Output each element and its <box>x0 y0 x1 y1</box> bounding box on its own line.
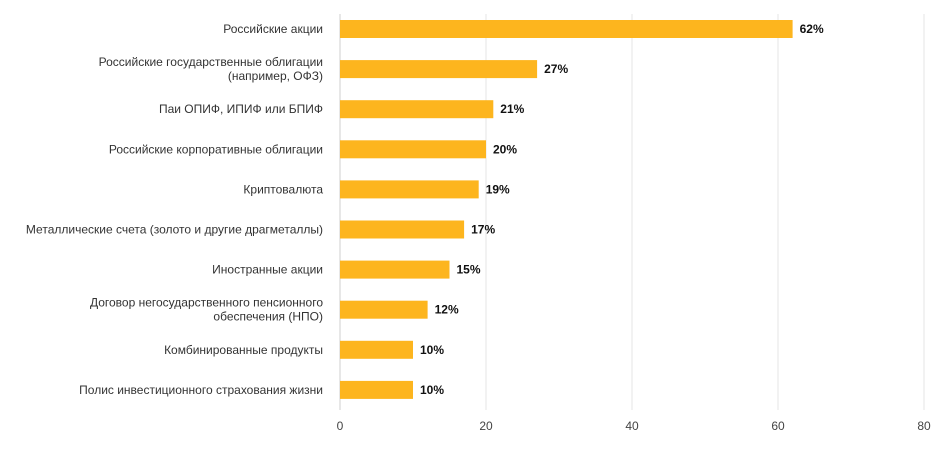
value-label: 15% <box>457 263 481 277</box>
value-label: 20% <box>493 142 517 156</box>
category-label: Российские акции <box>223 22 323 36</box>
bars <box>340 20 793 399</box>
bar <box>340 140 486 159</box>
category-label: Криптовалюта <box>243 182 323 196</box>
value-label: 17% <box>471 223 495 237</box>
value-label: 10% <box>420 343 444 357</box>
x-axis-ticks: 0 20 40 60 80 <box>337 419 931 433</box>
x-tick-label: 20 <box>479 419 493 433</box>
bar <box>340 260 450 279</box>
bar <box>340 20 793 38</box>
category-label: Иностранные акции <box>212 263 323 277</box>
value-labels: 62% 27% 21% 20% 19% 17% 15% 12% 10% 10% <box>420 22 824 397</box>
bar <box>340 100 494 119</box>
category-label: (например, ОФЗ) <box>228 69 323 83</box>
bar <box>340 180 479 199</box>
x-tick-label: 40 <box>625 419 639 433</box>
category-label: Договор негосударственного пенсионного <box>90 296 323 310</box>
value-label: 12% <box>435 303 459 317</box>
value-label: 21% <box>500 102 524 116</box>
category-label: Паи ОПИФ, ИПИФ или БПИФ <box>159 102 323 116</box>
category-label: Металлические счета (золото и другие дра… <box>26 223 323 237</box>
category-label: обеспечения (НПО) <box>213 310 323 324</box>
bar <box>340 340 413 359</box>
category-labels: Российские акции Российские государственн… <box>26 22 323 397</box>
bar <box>340 380 413 399</box>
category-label: Российские государственные облигации <box>99 55 323 69</box>
value-label: 62% <box>800 22 824 36</box>
x-tick-label: 0 <box>337 419 344 433</box>
value-label: 19% <box>486 182 510 196</box>
bar <box>340 220 465 239</box>
x-tick-label: 60 <box>771 419 785 433</box>
bar <box>340 60 538 79</box>
value-label: 27% <box>544 62 568 76</box>
bar <box>340 300 428 319</box>
category-label: Полис инвестиционного страхования жизни <box>79 383 323 397</box>
category-label: Российские корпоративные облигации <box>109 142 323 156</box>
category-label: Комбинированные продукты <box>164 343 323 357</box>
value-label: 10% <box>420 383 444 397</box>
x-tick-label: 80 <box>917 419 931 433</box>
